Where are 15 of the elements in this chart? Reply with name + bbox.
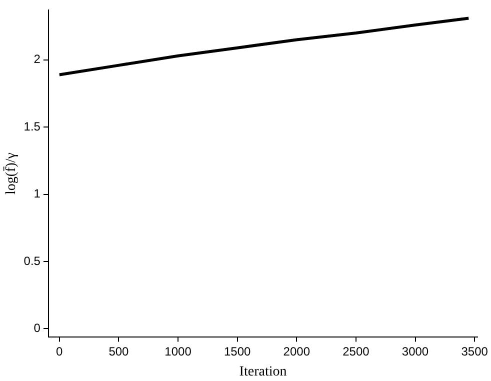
x-tick-label: 3500 bbox=[461, 344, 488, 358]
x-tick-label: 3000 bbox=[402, 344, 429, 358]
x-axis-title: Iteration bbox=[239, 364, 287, 380]
x-tick-label: 0 bbox=[56, 344, 64, 358]
y-tick-label: 0 bbox=[34, 321, 41, 336]
y-tick-label: 1 bbox=[34, 186, 41, 201]
y-tick-label: 2 bbox=[34, 52, 41, 66]
x-tick-label: 1000 bbox=[164, 344, 192, 358]
x-tick-label: 2000 bbox=[283, 344, 310, 358]
y-tick-label: 1.5 bbox=[24, 119, 41, 134]
y-tick-label: 0.5 bbox=[24, 254, 41, 268]
x-tick-label: 500 bbox=[108, 344, 130, 358]
y-axis-title: log(f̄)/γ bbox=[2, 152, 20, 194]
x-tick-label: 2500 bbox=[342, 344, 370, 358]
x-tick-label: 1500 bbox=[224, 344, 251, 358]
